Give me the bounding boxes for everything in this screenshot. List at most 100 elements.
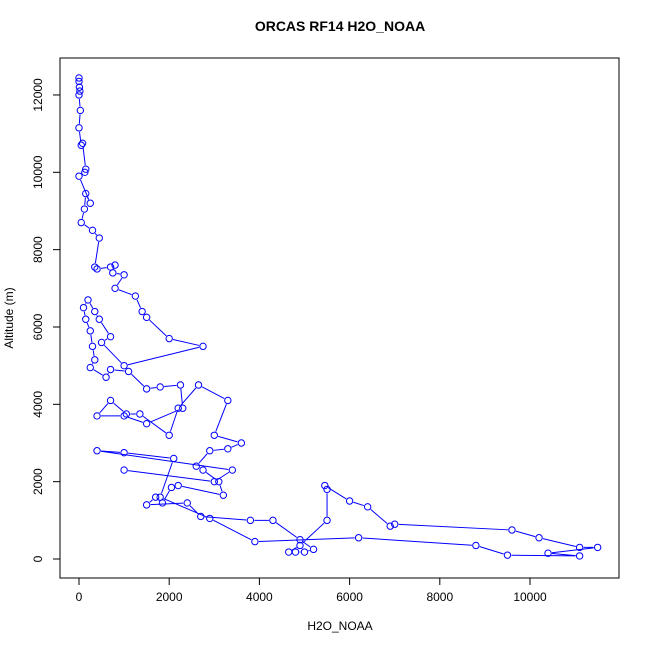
data-point [75, 124, 83, 132]
data-point [93, 265, 101, 273]
data-point [138, 307, 146, 316]
data-point [296, 541, 304, 550]
data-point [75, 91, 83, 99]
data-point [80, 205, 89, 213]
data-point [215, 477, 223, 486]
y-tick-label: 2000 [31, 468, 45, 495]
data-point [75, 83, 84, 91]
data-point [535, 534, 543, 542]
data-point [95, 315, 103, 323]
data-point [122, 410, 131, 418]
data-point [179, 404, 187, 412]
chart-title: ORCAS RF14 H2O_NOAA [255, 18, 425, 34]
data-point [93, 447, 101, 455]
data-line [78, 98, 594, 557]
data-point [76, 87, 84, 95]
data-point [323, 485, 331, 494]
data-point [472, 541, 480, 550]
data-point [206, 514, 214, 523]
data-point [194, 381, 203, 389]
data-point [151, 493, 160, 501]
data-point [142, 313, 151, 322]
data-point [206, 447, 214, 455]
data-point [183, 499, 191, 507]
data-point [111, 261, 119, 269]
data-point [210, 477, 218, 486]
y-axis-label: Altitude (m) [2, 287, 16, 348]
data-point [106, 396, 115, 405]
data-point [291, 548, 300, 556]
data-point [285, 548, 293, 556]
data-point [296, 535, 304, 544]
data-point [95, 234, 103, 242]
data-point [78, 139, 87, 148]
data-point [176, 381, 185, 389]
data-point [86, 327, 94, 335]
data-point [228, 466, 237, 474]
data-point [269, 516, 277, 525]
data-point [300, 548, 309, 556]
data-point [120, 361, 128, 370]
data-point [75, 74, 83, 82]
x-axis-label: H2O_NOAA [307, 619, 372, 633]
data-point [174, 404, 182, 412]
data-point [321, 481, 329, 490]
data-point [106, 365, 115, 374]
y-tick-label: 12000 [31, 78, 45, 112]
data-point [75, 77, 83, 86]
data-point [197, 512, 205, 521]
data-point [86, 199, 94, 207]
data-point [102, 373, 110, 381]
data-point [82, 315, 90, 323]
data-point [111, 284, 119, 293]
data-point [544, 549, 552, 557]
data-point [91, 356, 99, 364]
data-point [84, 296, 92, 304]
y-tick-label: 0 [31, 555, 45, 562]
data-point [363, 503, 372, 511]
data-point [156, 493, 164, 501]
data-point [503, 551, 512, 559]
data-point [136, 410, 144, 418]
data-point [309, 545, 318, 554]
data-point [75, 172, 83, 180]
data-point [120, 448, 128, 457]
data-point [199, 466, 207, 474]
data-point [93, 412, 101, 420]
x-tick-label: 2000 [156, 590, 183, 604]
data-point [124, 367, 133, 376]
data-point [224, 445, 232, 453]
data-point [251, 537, 259, 546]
data-point [82, 165, 90, 173]
data-point [91, 307, 99, 316]
y-tick-label: 8000 [31, 236, 45, 263]
data-point [170, 454, 178, 463]
data-point [82, 189, 90, 198]
y-tick-label: 4000 [31, 391, 45, 418]
x-tick-label: 0 [76, 590, 83, 604]
data-point [142, 501, 151, 509]
data-point [345, 497, 354, 505]
data-point [391, 520, 399, 528]
data-point [246, 516, 255, 525]
data-point [120, 271, 128, 279]
data-point [76, 106, 85, 115]
data-point [210, 431, 218, 439]
data-point [88, 226, 97, 235]
data-point [237, 439, 246, 447]
data-point [131, 292, 140, 300]
data-point [508, 526, 516, 534]
data-point [91, 263, 99, 271]
data-point [88, 342, 97, 351]
data-point [106, 332, 115, 341]
data-point [77, 218, 85, 227]
y-tick-label: 10000 [31, 155, 45, 189]
data-point [142, 385, 151, 393]
x-tick-label: 4000 [246, 590, 273, 604]
data-point [167, 483, 176, 492]
data-point [386, 522, 394, 530]
data-point [120, 466, 128, 474]
data-point [323, 516, 331, 525]
x-tick-label: 6000 [336, 590, 363, 604]
